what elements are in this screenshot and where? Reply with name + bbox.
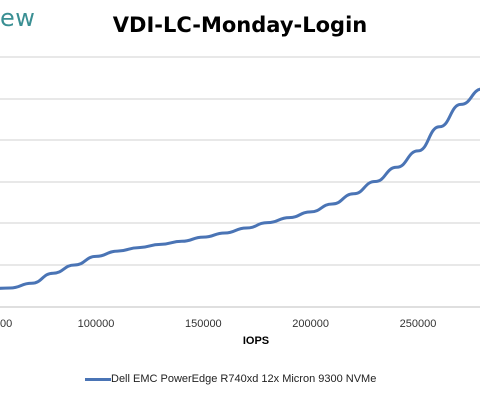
x-axis-label: IOPS [242,335,270,347]
x-tick-label: 00 [0,318,12,330]
series-line [0,87,480,290]
x-tick-label: 100000 [78,318,115,330]
chart-title: VDI-LC-Monday-Login [112,13,368,37]
x-tick-label: 250000 [400,318,437,330]
legend: Dell EMC PowerEdge R740xd 12x Micron 930… [85,373,376,385]
brand-logo-text: ew [0,4,36,32]
legend-label: Dell EMC PowerEdge R740xd 12x Micron 930… [111,373,377,385]
x-tick-label: 150000 [185,318,222,330]
legend-swatch [85,377,111,381]
x-tick-label: 200000 [292,318,329,330]
